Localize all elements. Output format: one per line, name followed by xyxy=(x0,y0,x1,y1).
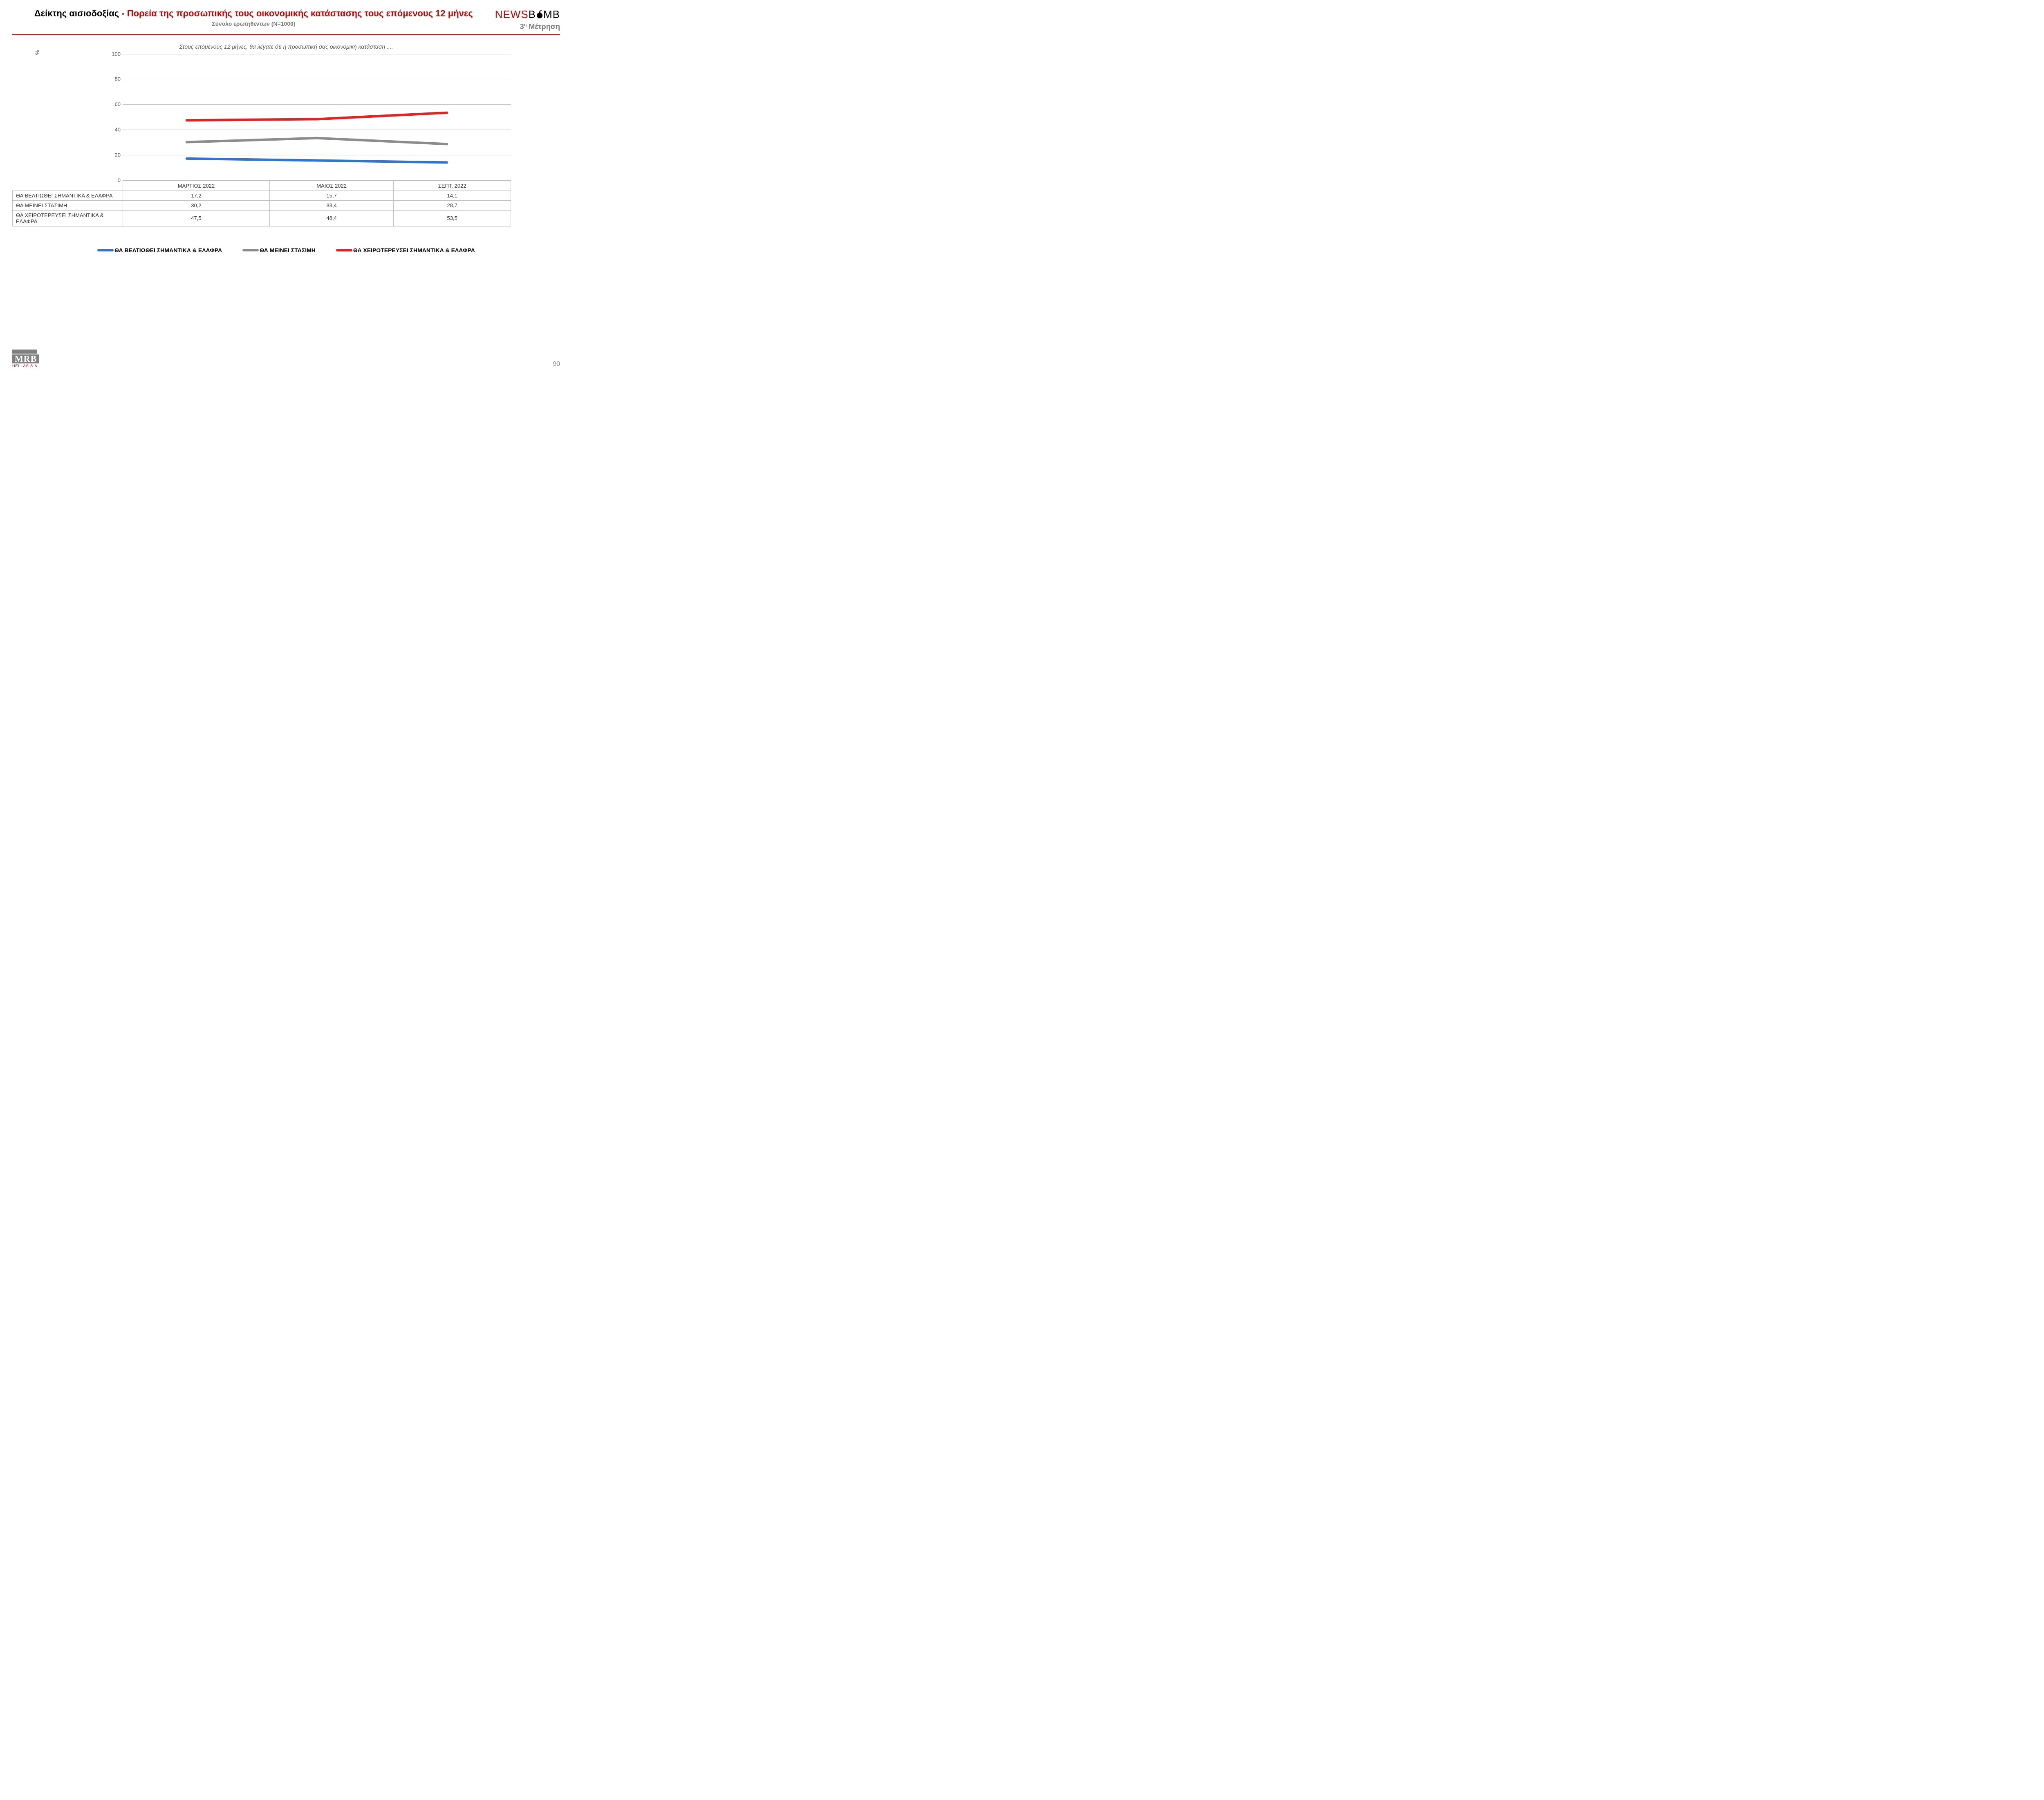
chart-lines xyxy=(123,54,511,180)
table-row: ΘΑ ΜΕΙΝΕΙ ΣΤΑΣΙΜΗ30,233,428,7 xyxy=(13,200,511,210)
legend-swatch xyxy=(97,249,114,251)
y-axis-unit: % xyxy=(34,50,40,55)
series-line xyxy=(187,112,447,120)
table-row-header: ΘΑ ΜΕΙΝΕΙ ΣΤΑΣΙΜΗ xyxy=(13,200,123,210)
legend-swatch xyxy=(242,249,259,251)
table-row: ΘΑ ΒΕΛΤΙΩΘΕΙ ΣΗΜΑΝΤΙΚΑ & ΕΛΑΦΡΑ17,215,71… xyxy=(13,191,511,200)
table-col-header: ΜΑΡΤΙΟΣ 2022 xyxy=(123,181,270,191)
measurement-word: Μέτρηση xyxy=(527,22,560,31)
table-row-header: ΘΑ ΒΕΛΤΙΩΘΕΙ ΣΗΜΑΝΤΙΚΑ & ΕΛΑΦΡΑ xyxy=(13,191,123,200)
table-row: ΘΑ ΧΕΙΡΟΤΕΡΕΥΣΕΙ ΣΗΜΑΝΤΙΚΑ & ΕΛΑΦΡΑ47,54… xyxy=(13,210,511,226)
legend-item: ΘΑ ΧΕΙΡΟΤΕΡΕΥΣΕΙ ΣΗΜΑΝΤΙΚΑ & ΕΛΑΦΡΑ xyxy=(336,247,475,253)
title-prefix: Δείκτης αισιοδοξίας - xyxy=(34,8,127,18)
page-title: Δείκτης αισιοδοξίας - Πορεία της προσωπι… xyxy=(12,8,495,19)
chart-legend: ΘΑ ΒΕΛΤΙΩΘΕΙ ΣΗΜΑΝΤΙΚΑ & ΕΛΑΦΡΑ ΘΑ ΜΕΙΝΕΙ… xyxy=(12,247,560,253)
data-table: ΜΑΡΤΙΟΣ 2022ΜΑΙΟΣ 2022ΣΕΠΤ. 2022ΘΑ ΒΕΛΤΙ… xyxy=(12,181,511,226)
logo-part-news: NEWS xyxy=(495,8,529,20)
grid-line xyxy=(123,104,511,105)
table-cell: 48,4 xyxy=(269,210,393,226)
logo-part-mb: MB xyxy=(543,8,560,20)
y-tick-label: 40 xyxy=(106,127,121,133)
legend-item: ΘΑ ΜΕΙΝΕΙ ΣΤΑΣΙΜΗ xyxy=(242,247,316,253)
table-col-header: ΜΑΙΟΣ 2022 xyxy=(269,181,393,191)
header-title-block: Δείκτης αισιοδοξίας - Πορεία της προσωπι… xyxy=(12,8,495,27)
survey-question: Στους επόμενους 12 μήνες, θα λέγατε ότι … xyxy=(12,43,560,50)
table-cell: 53,5 xyxy=(394,210,511,226)
table-cell: 30,2 xyxy=(123,200,270,210)
y-tick-label: 80 xyxy=(106,76,121,82)
table-row-header: ΘΑ ΧΕΙΡΟΤΕΡΕΥΣΕΙ ΣΗΜΑΝΤΙΚΑ & ΕΛΑΦΡΑ xyxy=(13,210,123,226)
legend-swatch xyxy=(336,249,352,251)
table-cell: 33,4 xyxy=(269,200,393,210)
mrb-logo: MRB HELLAS S.A. xyxy=(12,350,39,368)
table-header-row: ΜΑΡΤΙΟΣ 2022ΜΑΙΟΣ 2022ΣΕΠΤ. 2022 xyxy=(13,181,511,191)
plot-area: 020406080100 xyxy=(123,54,511,181)
title-main: Πορεία της προσωπικής τους οικονομικής κ… xyxy=(127,8,473,18)
data-table-wrap: ΜΑΡΤΙΟΣ 2022ΜΑΙΟΣ 2022ΣΕΠΤ. 2022ΘΑ ΒΕΛΤΙ… xyxy=(12,181,560,226)
table-cell: 14,1 xyxy=(394,191,511,200)
mrb-logo-text: MRB xyxy=(12,354,39,363)
table-cell: 15,7 xyxy=(269,191,393,200)
series-line xyxy=(187,138,447,144)
y-tick-label: 20 xyxy=(106,152,121,158)
footer: MRB HELLAS S.A. 90 xyxy=(12,350,560,368)
legend-label: ΘΑ ΜΕΙΝΕΙ ΣΤΑΣΙΜΗ xyxy=(260,247,316,253)
legend-label: ΘΑ ΧΕΙΡΟΤΕΡΕΥΣΕΙ ΣΗΜΑΝΤΙΚΑ & ΕΛΑΦΡΑ xyxy=(353,247,475,253)
header: Δείκτης αισιοδοξίας - Πορεία της προσωπι… xyxy=(12,8,560,35)
header-brand-block: NEWSB MB 3η Μέτρηση xyxy=(495,8,560,31)
y-tick-label: 0 xyxy=(106,177,121,183)
page-number: 90 xyxy=(553,361,560,368)
bomb-icon xyxy=(536,9,543,22)
y-tick-label: 100 xyxy=(106,51,121,57)
legend-item: ΘΑ ΒΕΛΤΙΩΘΕΙ ΣΗΜΑΝΤΙΚΑ & ΕΛΑΦΡΑ xyxy=(97,247,222,253)
table-col-header: ΣΕΠΤ. 2022 xyxy=(394,181,511,191)
newsbomb-logo: NEWSB MB xyxy=(495,8,560,22)
series-line xyxy=(187,158,447,162)
measurement-number: 3 xyxy=(520,22,524,31)
table-cell: 47,5 xyxy=(123,210,270,226)
grid-line xyxy=(123,180,511,181)
table-cell: 17,2 xyxy=(123,191,270,200)
measurement-label: 3η Μέτρηση xyxy=(495,22,560,31)
mrb-logo-bar xyxy=(12,350,37,354)
table-cell: 28,7 xyxy=(394,200,511,210)
line-chart: 020406080100 xyxy=(123,54,511,181)
legend-label: ΘΑ ΒΕΛΤΙΩΘΕΙ ΣΗΜΑΝΤΙΚΑ & ΕΛΑΦΡΑ xyxy=(114,247,222,253)
y-tick-label: 60 xyxy=(106,101,121,108)
logo-part-b: B xyxy=(529,8,536,20)
page-subtitle: Σύνολο ερωτηθέντων (Ν=1000) xyxy=(12,20,495,27)
mrb-logo-sub: HELLAS S.A. xyxy=(12,364,39,368)
